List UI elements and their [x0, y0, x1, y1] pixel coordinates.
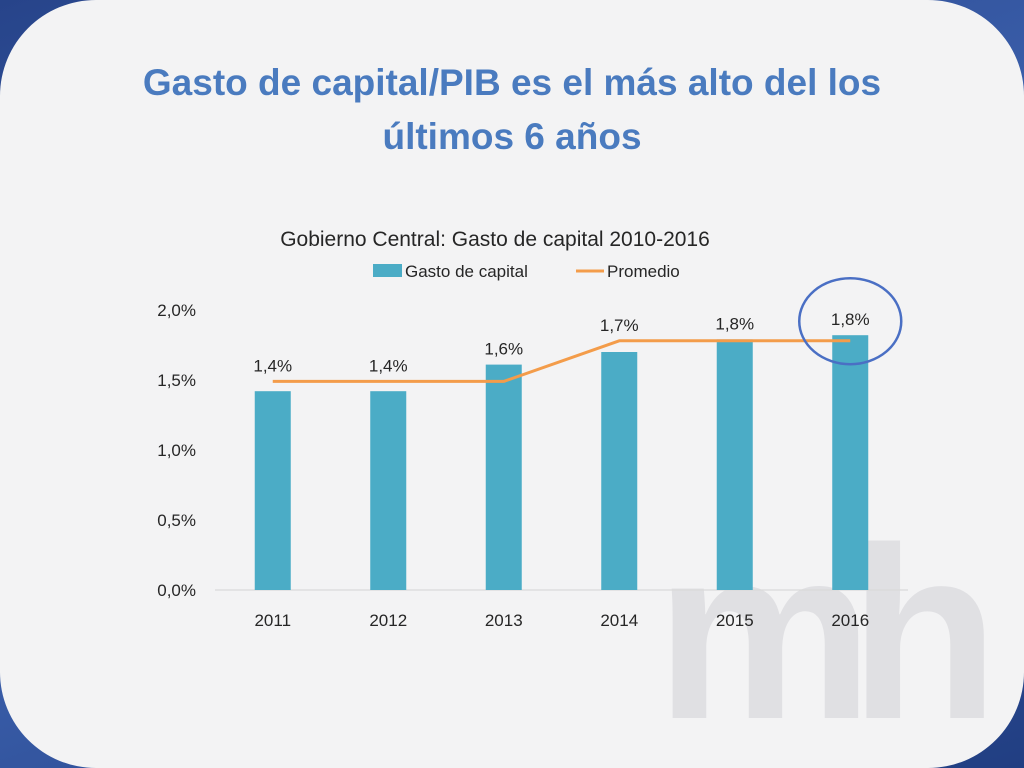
bar-series	[254, 335, 869, 590]
data-label-2015: 1,8%	[715, 314, 754, 333]
y-axis: 0,0% 0,5% 1,0% 1,5% 2,0%	[157, 301, 196, 600]
mh-watermark-logo: mh	[656, 496, 985, 768]
x-tick-label: 2012	[369, 611, 407, 630]
y-tick-label: 0,0%	[157, 581, 196, 600]
chart-legend: Gasto de capital Promedio	[373, 262, 680, 281]
data-label-2013: 1,6%	[484, 340, 523, 359]
x-axis: 2011 2012 2013 2014 2015 2016	[254, 611, 869, 630]
data-label-2014: 1,7%	[600, 316, 639, 335]
y-tick-label: 0,5%	[157, 511, 196, 530]
legend-label-promedio: Promedio	[607, 262, 680, 281]
x-tick-label: 2016	[831, 611, 869, 630]
bar-2014	[601, 352, 638, 590]
x-tick-label: 2014	[600, 611, 638, 630]
legend-swatch-gasto-de-capital	[373, 264, 402, 277]
promedio-line	[272, 339, 851, 383]
slide-title-line-2: últimos 6 años	[382, 116, 642, 157]
legend-label-gasto-de-capital: Gasto de capital	[405, 262, 528, 281]
data-label-2012: 1,4%	[369, 356, 408, 375]
data-label-2011: 1,4%	[253, 356, 292, 375]
bar-2015	[716, 339, 753, 590]
y-tick-label: 2,0%	[157, 301, 196, 320]
y-tick-label: 1,0%	[157, 441, 196, 460]
slide-title: Gasto de capital/PIB es el más alto del …	[80, 56, 944, 164]
bar-2011	[254, 391, 291, 590]
data-label-2016: 1,8%	[831, 310, 870, 329]
bar-2013	[485, 364, 522, 590]
chart-title: Gobierno Central: Gasto de capital 2010-…	[280, 228, 710, 251]
y-tick-label: 1,5%	[157, 371, 196, 390]
bar-2012	[370, 391, 407, 590]
x-tick-label: 2011	[254, 611, 291, 630]
x-tick-label: 2013	[485, 611, 523, 630]
data-labels: 1,4% 1,4% 1,6% 1,7% 1,8% 1,8%	[253, 310, 869, 375]
bar-2016	[832, 335, 869, 590]
highlight-circle	[798, 276, 903, 366]
x-tick-label: 2015	[716, 611, 754, 630]
slide-title-line-1: Gasto de capital/PIB es el más alto del …	[142, 62, 882, 103]
